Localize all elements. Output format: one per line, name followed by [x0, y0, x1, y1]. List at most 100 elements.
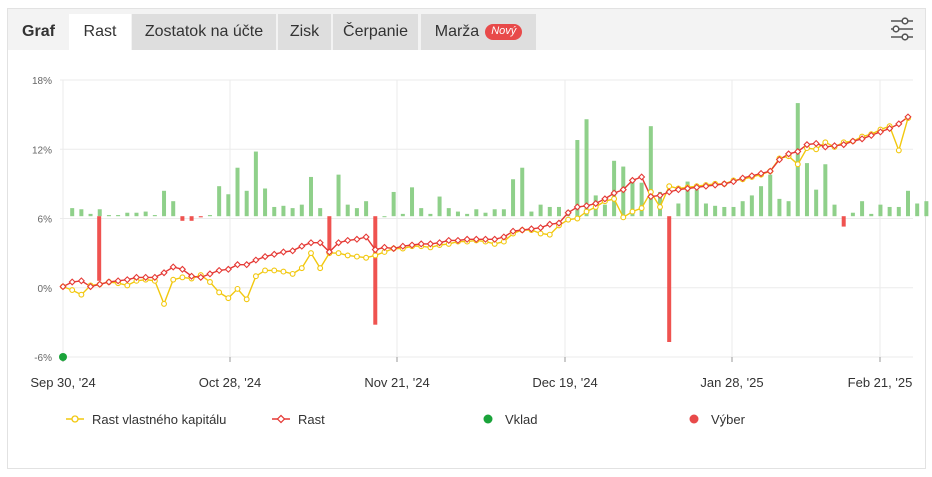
bar	[529, 211, 534, 217]
bar	[437, 196, 442, 217]
bar	[419, 208, 424, 217]
bar	[327, 216, 332, 254]
tab-rast-label: Rast	[83, 23, 117, 40]
bar	[171, 201, 176, 217]
legend-equity[interactable]: Rast vlastného kapitálu	[66, 410, 226, 428]
growth-point	[224, 265, 232, 273]
equity-point	[895, 147, 902, 154]
legend-deposit-swatch	[483, 414, 493, 424]
bar	[786, 201, 791, 217]
bar	[584, 119, 589, 217]
growth-point	[187, 272, 196, 280]
growth-point	[518, 226, 526, 234]
growth-point	[766, 167, 774, 175]
equity-point	[620, 214, 627, 221]
bar	[299, 204, 304, 217]
equity-point	[78, 291, 85, 298]
growth-point	[472, 235, 480, 243]
growth-point	[610, 189, 618, 197]
growth-point	[491, 235, 499, 243]
bar	[253, 151, 258, 217]
growth-point	[298, 242, 306, 250]
tab-bar: Graf Rast Zostatok na účte Zisk Čerpanie…	[8, 9, 925, 50]
equity-point	[565, 216, 572, 223]
bar	[88, 213, 93, 217]
equity-point	[161, 300, 167, 307]
equity-point	[271, 267, 278, 274]
growth-point	[270, 250, 278, 258]
x-tick-label: Sep 30, '24	[30, 375, 95, 390]
growth-point	[537, 224, 545, 232]
equity-point	[262, 267, 269, 274]
bar	[612, 160, 617, 217]
growth-point	[160, 269, 168, 277]
growth-point	[812, 139, 820, 148]
equity-point	[546, 231, 553, 238]
growth-point	[463, 235, 471, 243]
y-axis-ticks: 18% 12% 6% 0% -6%	[32, 76, 52, 364]
tab-zisk[interactable]: Zisk	[278, 14, 331, 50]
growth-point	[840, 141, 848, 149]
bar	[887, 206, 892, 217]
bar	[520, 167, 525, 217]
bar	[290, 208, 295, 217]
legend-deposit[interactable]: Vklad	[483, 410, 538, 428]
growth-point	[546, 220, 554, 228]
growth-point	[114, 277, 122, 285]
equity-point	[537, 230, 544, 237]
growth-point	[445, 236, 453, 245]
tab-bar-title: Graf	[22, 23, 55, 40]
bar	[410, 187, 415, 217]
growth-point	[867, 131, 875, 140]
tab-rast[interactable]: Rast	[69, 14, 131, 50]
bar	[446, 208, 451, 217]
growth-point	[390, 244, 398, 253]
growth-point	[628, 176, 637, 185]
bar	[694, 189, 699, 217]
bar	[814, 189, 819, 217]
legend-withdrawal[interactable]: Výber	[689, 410, 745, 428]
tab-zostatok-label: Zostatok na účte	[144, 23, 264, 40]
growth-point	[454, 236, 462, 245]
legend-growth[interactable]: Rast	[272, 410, 325, 428]
growth-point	[96, 280, 104, 288]
bar	[162, 190, 167, 217]
growth-point	[803, 141, 811, 149]
growth-point	[105, 278, 113, 286]
growth-point	[169, 263, 177, 271]
y-tick-label: 6%	[38, 215, 53, 226]
equity-point	[317, 265, 324, 272]
growth-point	[197, 273, 205, 281]
bar	[483, 212, 488, 217]
growth-point	[86, 282, 95, 291]
equity-point	[216, 289, 223, 296]
growth-point	[334, 239, 343, 247]
growth-point	[582, 202, 591, 210]
bar	[198, 216, 203, 218]
equity-point	[813, 146, 820, 153]
equity-point	[335, 250, 342, 257]
growth-point	[876, 128, 885, 136]
growth-point	[68, 278, 76, 286]
tab-zostatok[interactable]: Zostatok na účte	[132, 14, 276, 50]
bar	[364, 201, 369, 217]
settings-button[interactable]	[884, 14, 918, 44]
legend-growth-swatch	[272, 414, 290, 424]
growth-point	[142, 273, 150, 281]
growth-point	[711, 181, 719, 189]
x-tick-label: Feb 21, '25	[848, 375, 913, 390]
growth-point	[500, 233, 508, 241]
growth-point	[601, 195, 609, 203]
equity-point	[225, 295, 232, 302]
growth-point	[739, 174, 747, 182]
bar	[465, 213, 470, 217]
bar	[318, 208, 323, 217]
equity-point	[372, 252, 379, 259]
tab-cerpanie[interactable]: Čerpanie	[333, 14, 418, 50]
bar	[97, 209, 102, 217]
bar	[263, 188, 268, 217]
tab-marza[interactable]: Marža Nový	[421, 14, 536, 50]
bar	[556, 206, 561, 217]
bar	[731, 206, 736, 217]
